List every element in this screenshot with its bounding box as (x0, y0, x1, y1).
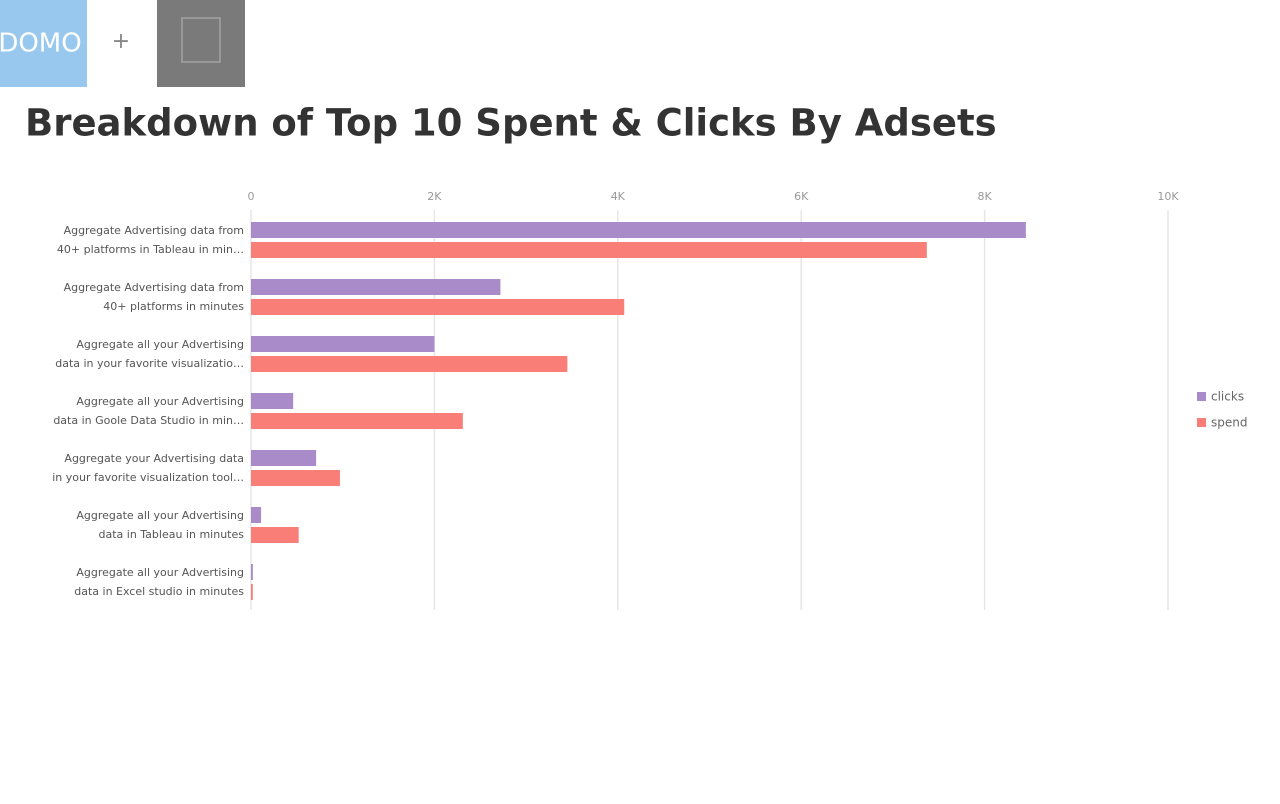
domo-logo: DOMO (0, 29, 82, 59)
y-tick-label: Aggregate Advertising data from (64, 224, 244, 237)
x-tick-label: 2K (427, 190, 442, 203)
y-tick-label: 40+ platforms in minutes (103, 300, 244, 313)
legend-label: spend (1211, 416, 1247, 430)
x-tick-label: 0 (248, 190, 255, 203)
bar (251, 393, 294, 409)
y-tick-label: Aggregate all your Advertising (76, 509, 244, 522)
legend-swatch (1197, 392, 1206, 401)
y-tick-label: Aggregate all your Advertising (76, 566, 244, 579)
bar (251, 470, 340, 486)
bar (251, 299, 625, 315)
y-tick-label: Aggregate your Advertising data (64, 452, 244, 465)
app-icon-glyph (181, 17, 221, 63)
y-tick-label: Aggregate all your Advertising (76, 338, 244, 351)
bar (251, 584, 253, 600)
bar (251, 507, 262, 523)
legend-label: clicks (1211, 390, 1244, 404)
app-icon (157, 0, 245, 87)
bar (251, 279, 501, 295)
y-tick-label: data in Tableau in minutes (98, 528, 244, 541)
x-tick-label: 6K (794, 190, 809, 203)
x-tick-label: 4K (611, 190, 626, 203)
y-tick-label: Aggregate all your Advertising (76, 395, 244, 408)
bar (251, 242, 927, 258)
bar (251, 413, 463, 429)
bar (251, 450, 317, 466)
y-tick-label: 40+ platforms in Tableau in min… (57, 243, 244, 256)
bar (251, 356, 568, 372)
y-tick-label: Aggregate Advertising data from (64, 281, 244, 294)
x-tick-label: 8K (977, 190, 992, 203)
y-tick-label: data in Excel studio in minutes (74, 585, 244, 598)
domo-logo-box (0, 0, 87, 87)
y-tick-label: data in your favorite visualizatio… (55, 357, 244, 370)
y-tick-label: data in Goole Data Studio in min… (53, 414, 244, 427)
chart-title: Breakdown of Top 10 Spent & Clicks By Ad… (25, 102, 997, 145)
bar (251, 527, 299, 543)
x-tick-label: 10K (1157, 190, 1179, 203)
y-tick-label: in your favorite visualization tool… (52, 471, 244, 484)
legend-swatch (1197, 418, 1206, 427)
bar (251, 336, 435, 352)
bar (251, 564, 253, 580)
plus-sign: + (112, 29, 130, 54)
bar (251, 222, 1026, 238)
